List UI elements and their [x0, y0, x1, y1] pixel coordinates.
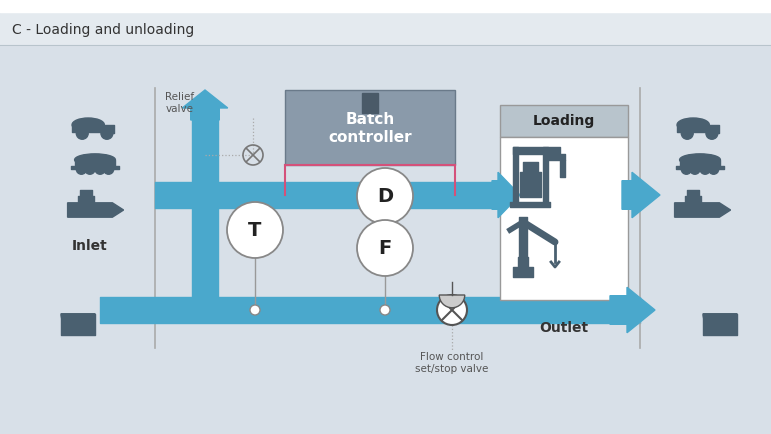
Circle shape	[437, 295, 467, 325]
Circle shape	[227, 202, 283, 258]
Wedge shape	[703, 314, 737, 331]
Text: F: F	[379, 240, 392, 259]
Circle shape	[682, 164, 692, 174]
Bar	[285, 90, 455, 165]
Circle shape	[250, 305, 260, 315]
Circle shape	[85, 164, 95, 174]
Circle shape	[690, 164, 700, 174]
FancyArrow shape	[492, 172, 520, 218]
Text: Inlet: Inlet	[72, 239, 108, 253]
Bar	[500, 105, 628, 137]
FancyArrow shape	[622, 172, 660, 218]
Text: T: T	[248, 221, 261, 240]
Circle shape	[700, 164, 710, 174]
Circle shape	[706, 127, 718, 139]
Text: controller: controller	[328, 130, 412, 145]
Circle shape	[76, 127, 88, 139]
Circle shape	[682, 127, 693, 139]
Ellipse shape	[75, 154, 116, 166]
Text: C - Loading and unloading: C - Loading and unloading	[12, 23, 194, 37]
Ellipse shape	[677, 118, 709, 132]
Wedge shape	[439, 295, 465, 308]
Circle shape	[357, 168, 413, 224]
Bar	[500, 137, 628, 300]
Circle shape	[709, 164, 719, 174]
Text: Flow control: Flow control	[420, 352, 483, 362]
Circle shape	[95, 164, 105, 174]
Circle shape	[76, 164, 86, 174]
FancyArrow shape	[675, 203, 731, 217]
Text: Loading: Loading	[533, 114, 595, 128]
Wedge shape	[61, 314, 95, 331]
Circle shape	[357, 220, 413, 276]
Ellipse shape	[679, 154, 720, 166]
Text: D: D	[377, 187, 393, 207]
Ellipse shape	[72, 118, 104, 132]
Text: Batch: Batch	[345, 112, 395, 127]
Circle shape	[195, 300, 215, 320]
FancyArrow shape	[182, 90, 227, 120]
FancyArrow shape	[68, 203, 123, 217]
Circle shape	[103, 164, 113, 174]
Text: Outlet: Outlet	[540, 321, 588, 335]
Bar	[0, 0, 771, 45]
Bar	[362, 93, 378, 113]
Text: Relief: Relief	[166, 92, 194, 102]
Text: valve: valve	[166, 104, 194, 114]
Circle shape	[380, 305, 390, 315]
FancyArrow shape	[610, 287, 655, 333]
Circle shape	[101, 127, 113, 139]
Text: set/stop valve: set/stop valve	[416, 364, 489, 374]
